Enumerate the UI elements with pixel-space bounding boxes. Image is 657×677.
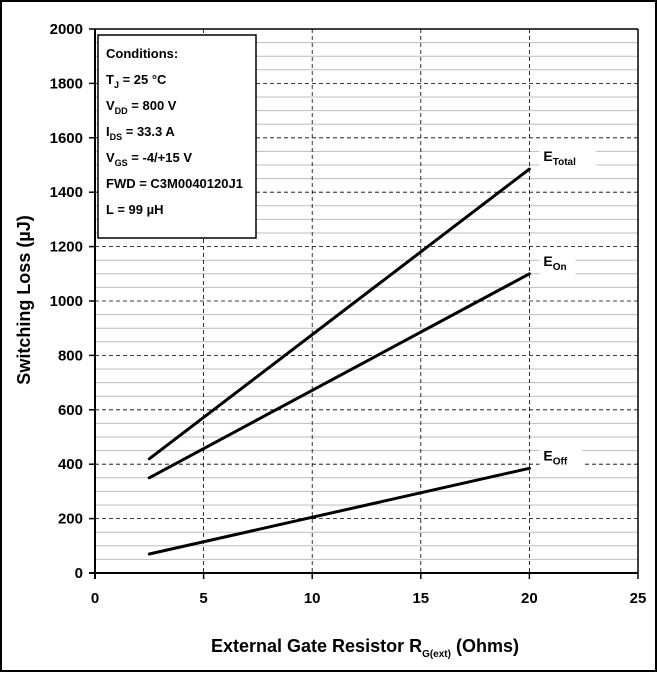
x-tick-label: 5 (199, 590, 207, 607)
series-layer (147, 167, 531, 556)
conditions-lines: TJ = 25 °C VDD = 800 V IDS = 33.3 A VGS = -… (106, 72, 243, 217)
ticks-layer: 0 200 400 600 800 1000 1200 1400 1600 1800 2000 0 5 1… (50, 21, 647, 607)
condition-line: VGS = -4/+15 V (106, 150, 192, 168)
y-axis-label: Switching Loss (µJ) (14, 215, 34, 384)
y-tick-label: 2000 (50, 21, 83, 38)
x-axis-label-sub: G(ext) (422, 649, 451, 660)
x-tick-label: 15 (412, 590, 429, 607)
conditions-title: Conditions: (106, 46, 178, 61)
y-tick-label: 600 (58, 402, 83, 419)
y-tick-label: 0 (75, 565, 83, 582)
x-tick-label: 10 (304, 590, 321, 607)
y-tick-label: 800 (58, 347, 83, 364)
x-tick-label: 0 (91, 590, 99, 607)
series-line-off (147, 466, 531, 556)
x-axis-label-suffix: (Ohms) (451, 636, 519, 656)
x-tick-label: 25 (630, 590, 647, 607)
y-tick-label: 200 (58, 511, 83, 528)
series-label-bg (539, 247, 576, 276)
series-label-on: EOn (543, 253, 566, 273)
y-tick-label: 400 (58, 456, 83, 473)
y-tick-label: 1400 (50, 184, 83, 201)
condition-line: FWD = C3M0040120J1 (106, 176, 243, 191)
y-tick-label: 1000 (50, 293, 83, 310)
conditions-box: Conditions: TJ = 25 °C VDD = 800 V IDS = 3… (97, 34, 257, 239)
x-axis-label: External Gate Resistor RG(ext) (Ohms) (211, 636, 519, 660)
series-label-bg (539, 143, 597, 172)
plot-frame (89, 28, 639, 579)
x-axis-label-main: External Gate Resistor R (211, 636, 422, 656)
condition-line: L = 99 µH (106, 202, 163, 217)
condition-line: IDS = 33.3 A (106, 124, 175, 142)
y-tick-label: 1200 (50, 239, 83, 256)
condition-line: TJ = 25 °C (106, 72, 167, 90)
series-label-off: EOff (543, 447, 567, 467)
condition-line: VDD = 800 V (106, 98, 177, 116)
series-label-total: ETotal (543, 148, 576, 168)
conditions-box-frame (97, 34, 257, 239)
series-labels: ETotal EOn EOff (539, 143, 597, 471)
series-line-on (147, 272, 531, 480)
y-tick-label: 1800 (50, 75, 83, 92)
series-line-total (147, 167, 531, 461)
y-tick-label: 1600 (50, 130, 83, 147)
series-label-bg (539, 442, 583, 471)
x-tick-label: 20 (521, 590, 538, 607)
